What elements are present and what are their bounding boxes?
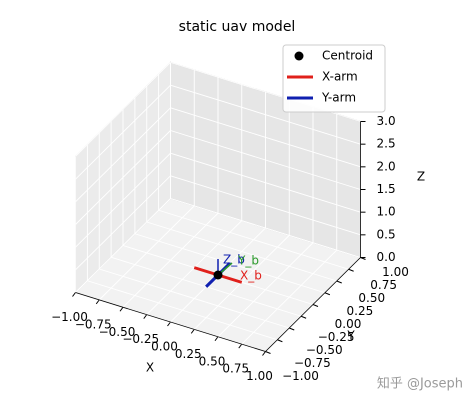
z-tick-label: 3.0	[377, 114, 396, 128]
y-tick-label: 0.00	[335, 317, 362, 331]
y-tick-label: −0.75	[294, 356, 331, 370]
y-tick	[289, 327, 295, 331]
y-tick-label: −0.25	[318, 330, 355, 344]
x-tick-label: 0.25	[175, 347, 202, 361]
x-tick	[262, 351, 266, 356]
legend-label: Centroid	[322, 49, 373, 63]
grid-line	[75, 152, 171, 248]
x-tick	[238, 343, 243, 349]
legend-marker	[294, 51, 304, 61]
grid-line	[75, 130, 171, 225]
z-axis-label: Z	[417, 170, 425, 184]
x-axis-label: X	[146, 361, 154, 375]
grid-line	[99, 268, 290, 329]
y-tick	[312, 304, 319, 307]
x-tick	[143, 314, 148, 319]
legend-label: X-arm	[322, 70, 358, 84]
y-tick	[324, 292, 331, 296]
y-tick-label: 0.50	[358, 291, 385, 305]
x-tick-label: −0.75	[75, 317, 112, 331]
grid-line	[75, 175, 171, 271]
grid-line	[87, 280, 278, 341]
watermark: 知乎 @Joseph	[377, 376, 463, 392]
x-tick-label: −0.25	[122, 332, 159, 346]
x-tick	[214, 336, 219, 342]
y-tick-label: −1.00	[282, 369, 319, 383]
grid-line	[75, 84, 171, 180]
z-tick-label: 1.0	[377, 205, 396, 219]
x-tick-label: 0.50	[199, 354, 226, 368]
z-tick-label: 2.5	[377, 137, 396, 151]
grid-line	[170, 152, 361, 213]
grid-line	[75, 107, 171, 203]
y-tick-label: −0.50	[306, 343, 343, 357]
grid-line	[158, 209, 349, 270]
z-tick-label: 2.0	[377, 159, 396, 173]
centroid-marker	[213, 270, 223, 280]
axis-line	[265, 257, 361, 352]
x-tick-label: 0.75	[222, 362, 249, 376]
y-tick	[348, 268, 354, 272]
grid-line	[75, 62, 171, 157]
y-axis-label: Y	[346, 329, 355, 343]
y-tick	[300, 315, 307, 319]
x-tick-label: 1.00	[246, 369, 273, 383]
y-tick	[277, 339, 283, 343]
y-tick-label: 0.25	[347, 304, 374, 318]
grid-line	[170, 175, 361, 236]
legend-box	[282, 44, 386, 113]
chart-title: static uav model	[179, 19, 296, 35]
axis-line	[75, 292, 266, 352]
x-tick	[95, 299, 100, 305]
grid-line	[146, 221, 337, 282]
annotation: Z_b	[223, 253, 245, 267]
z-tick-label: 0.0	[377, 250, 396, 264]
grid-line	[170, 198, 361, 258]
z-tick-label: 1.5	[377, 182, 396, 196]
x-tick-label: 0.00	[151, 340, 178, 354]
x-tick	[190, 329, 195, 334]
x-tick	[72, 292, 76, 297]
y-tick	[265, 351, 271, 354]
x-tick-label: −0.50	[99, 325, 136, 339]
grid-line	[170, 84, 361, 145]
x-tick	[167, 321, 171, 327]
x-tick-label: −1.00	[51, 310, 88, 324]
grid-line	[170, 130, 361, 190]
x-tick	[119, 306, 124, 312]
legend-label: Y-arm	[321, 91, 356, 105]
annotation: Y_b	[237, 254, 259, 268]
y-tick	[336, 280, 342, 284]
grid-line	[75, 198, 171, 293]
y-tick-label: 1.00	[382, 265, 409, 279]
z-tick-label: 0.5	[377, 227, 396, 241]
annotation: X_b	[240, 269, 262, 283]
grid-line	[170, 107, 361, 168]
y-tick-label: 0.75	[370, 278, 397, 292]
